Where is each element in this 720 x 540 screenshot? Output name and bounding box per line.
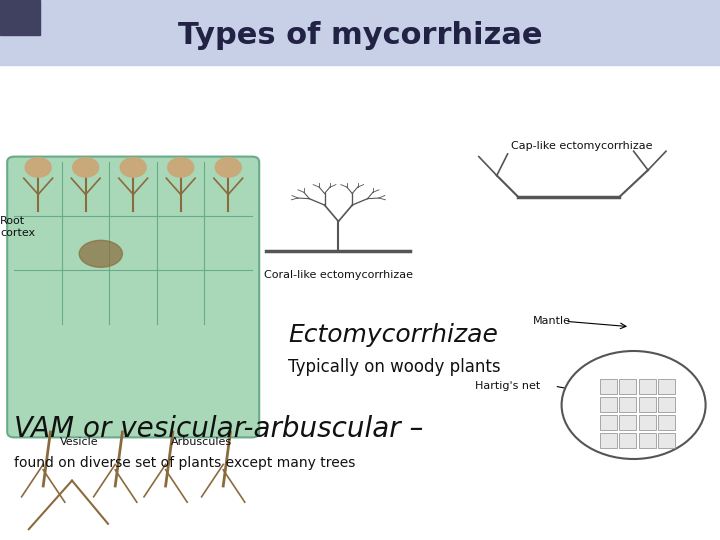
Text: Cap-like ectomycorrhizae: Cap-like ectomycorrhizae: [511, 141, 653, 151]
Bar: [0, 0, 720, 65]
Bar: [639, 379, 656, 394]
Bar: [600, 379, 617, 394]
Bar: [658, 415, 675, 430]
Bar: [619, 415, 636, 430]
Bar: [619, 379, 636, 394]
Text: Ectomycorrhizae: Ectomycorrhizae: [288, 323, 498, 347]
Bar: [658, 379, 675, 394]
Circle shape: [168, 158, 194, 177]
Text: Vesicle: Vesicle: [60, 437, 99, 448]
Circle shape: [120, 158, 146, 177]
Bar: [619, 433, 636, 448]
Text: VAM or vesicular-arbuscular –: VAM or vesicular-arbuscular –: [14, 415, 424, 443]
Text: Mantle: Mantle: [533, 316, 571, 326]
Bar: [600, 415, 617, 430]
Circle shape: [73, 158, 99, 177]
Bar: [639, 433, 656, 448]
Text: found on diverse set of plants except many trees: found on diverse set of plants except ma…: [14, 456, 356, 470]
Ellipse shape: [79, 240, 122, 267]
Text: Typically on woody plants: Typically on woody plants: [288, 358, 500, 376]
Text: Coral-like ectomycorrhizae: Coral-like ectomycorrhizae: [264, 270, 413, 280]
FancyBboxPatch shape: [7, 157, 259, 437]
Bar: [619, 397, 636, 412]
Bar: [0, 0, 40, 35]
Bar: [658, 433, 675, 448]
Circle shape: [215, 158, 241, 177]
Bar: [600, 397, 617, 412]
Bar: [639, 397, 656, 412]
Text: Arbuscules: Arbuscules: [171, 437, 232, 448]
Bar: [658, 397, 675, 412]
Circle shape: [25, 158, 51, 177]
Circle shape: [562, 351, 706, 459]
Bar: [639, 415, 656, 430]
Text: Types of mycorrhizae: Types of mycorrhizae: [178, 21, 542, 50]
Text: Hartig's net: Hartig's net: [475, 381, 541, 391]
Text: Root
cortex: Root cortex: [0, 216, 35, 238]
Bar: [600, 433, 617, 448]
